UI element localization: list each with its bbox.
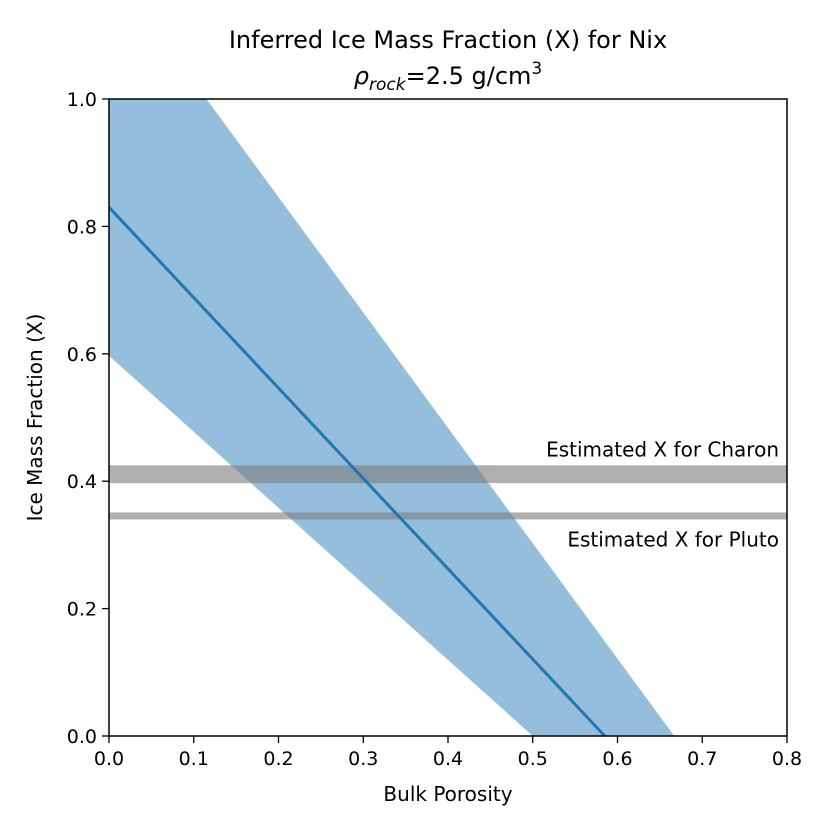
plot-area: Estimated X for Charon Estimated X for Pl… bbox=[108, 98, 788, 737]
uncertainty-band bbox=[109, 99, 675, 736]
x-tick-label: 0.2 bbox=[263, 748, 293, 770]
subtitle-value: =2.5 g/cm bbox=[406, 62, 532, 90]
chart-subtitle: ρrock=2.5 g/cm3 bbox=[354, 59, 542, 95]
x-tick-label: 0.6 bbox=[602, 748, 632, 770]
x-axis-label: Bulk Porosity bbox=[383, 782, 512, 806]
x-axis-ticks: 0.0 0.1 0.2 0.3 0.4 0.5 0.6 0.7 0.8 bbox=[94, 736, 802, 770]
x-tick-label: 0.3 bbox=[348, 748, 378, 770]
subtitle-subscript: rock bbox=[369, 75, 407, 95]
y-tick-label: 1.0 bbox=[67, 89, 97, 111]
reference-band-label-charon: Estimated X for Charon bbox=[546, 437, 779, 461]
x-tick-label: 0.4 bbox=[433, 748, 463, 770]
series-line-0 bbox=[109, 206, 606, 736]
reference-band-pluto bbox=[109, 512, 787, 520]
x-tick-label: 0.5 bbox=[518, 748, 548, 770]
subtitle-superscript: 3 bbox=[531, 59, 542, 79]
x-tick-label: 0.7 bbox=[687, 748, 717, 770]
y-tick-label: 0.0 bbox=[67, 726, 97, 748]
chart-title-group: Inferred Ice Mass Fraction (X) for Nix ρ… bbox=[229, 26, 667, 95]
x-tick-label: 0.0 bbox=[94, 748, 124, 770]
x-tick-label: 0.1 bbox=[179, 748, 209, 770]
y-tick-label: 0.2 bbox=[67, 599, 97, 621]
y-axis-ticks: 0.0 0.2 0.4 0.6 0.8 1.0 bbox=[67, 89, 109, 748]
chart-title: Inferred Ice Mass Fraction (X) for Nix bbox=[229, 26, 667, 54]
y-axis-label: Ice Mass Fraction (X) bbox=[23, 314, 47, 522]
y-tick-label: 0.8 bbox=[67, 216, 97, 238]
plot-data-layer bbox=[109, 99, 787, 736]
y-tick-label: 0.6 bbox=[67, 344, 97, 366]
x-tick-label: 0.8 bbox=[772, 748, 802, 770]
subtitle-symbol: ρ bbox=[354, 62, 369, 90]
y-tick-label: 0.4 bbox=[67, 471, 97, 493]
reference-band-label-pluto: Estimated X for Pluto bbox=[567, 527, 779, 551]
reference-band-charon bbox=[109, 465, 787, 484]
